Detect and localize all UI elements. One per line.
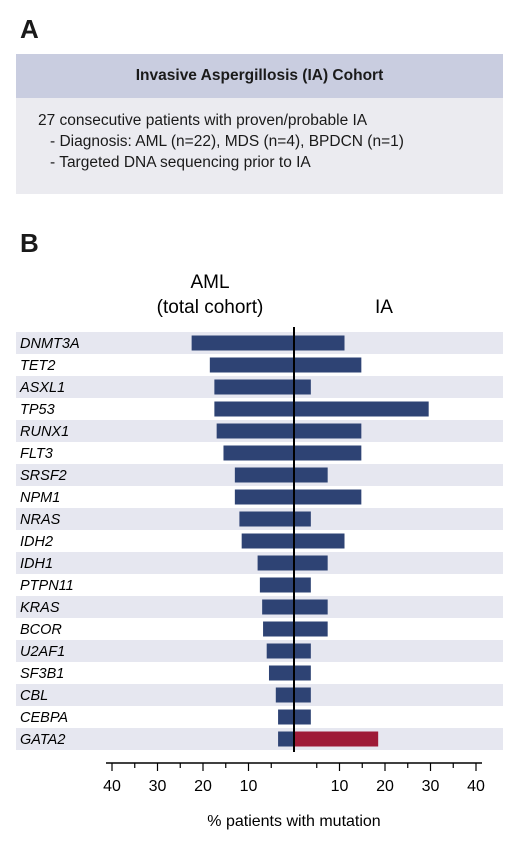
gene-label: TP53 bbox=[20, 402, 55, 418]
bar-ia-cebpa bbox=[294, 709, 311, 725]
bar-ia-bcor bbox=[294, 621, 328, 637]
row-stripe bbox=[16, 596, 503, 618]
right-group-label-ia: IA bbox=[375, 297, 393, 318]
bar-ia-sf3b1 bbox=[294, 665, 311, 681]
bar-ia-tet2 bbox=[294, 357, 362, 373]
bar-ia-runx1 bbox=[294, 423, 362, 439]
gene-label: TET2 bbox=[20, 358, 55, 374]
gene-label: NPM1 bbox=[20, 490, 60, 506]
x-tick-label: 20 bbox=[376, 778, 394, 795]
gene-label: KRAS bbox=[20, 600, 60, 616]
cohort-patient-count: 27 consecutive patients with proven/prob… bbox=[38, 112, 368, 129]
panel-b-letter: B bbox=[20, 228, 39, 258]
cohort-diagnosis: - Diagnosis: AML (n=22), MDS (n=4), BPDC… bbox=[50, 133, 404, 150]
bar-aml-srsf2 bbox=[234, 467, 294, 483]
bar-ia-ptpn11 bbox=[294, 577, 311, 593]
gene-label: RUNX1 bbox=[20, 424, 69, 440]
panel-a-letter: A bbox=[20, 14, 39, 44]
bar-ia-dnmt3a bbox=[294, 335, 345, 351]
gene-label: GATA2 bbox=[20, 732, 65, 748]
gene-label: IDH1 bbox=[20, 556, 53, 572]
bar-ia-u2af1 bbox=[294, 643, 311, 659]
bar-aml-idh1 bbox=[257, 555, 294, 571]
bar-ia-asxl1 bbox=[294, 379, 311, 395]
bar-aml-bcor bbox=[263, 621, 294, 637]
gene-label: U2AF1 bbox=[20, 644, 65, 660]
cohort-title: Invasive Aspergillosis (IA) Cohort bbox=[16, 54, 503, 98]
gene-label: SRSF2 bbox=[20, 468, 67, 484]
bar-aml-dnmt3a bbox=[191, 335, 294, 351]
left-group-label-cohort: (total cohort) bbox=[157, 297, 264, 318]
left-group-label-aml: AML bbox=[190, 272, 229, 293]
row-stripe bbox=[16, 640, 503, 662]
gene-label: NRAS bbox=[20, 512, 61, 528]
x-tick-label: 10 bbox=[240, 778, 258, 795]
bar-aml-npm1 bbox=[234, 489, 294, 505]
bar-ia-flt3 bbox=[294, 445, 362, 461]
gene-label: CBL bbox=[20, 688, 48, 704]
bar-aml-ptpn11 bbox=[259, 577, 294, 593]
bar-ia-nras bbox=[294, 511, 311, 527]
bar-aml-tet2 bbox=[209, 357, 294, 373]
row-stripe bbox=[16, 684, 503, 706]
x-tick-label: 40 bbox=[467, 778, 485, 795]
cohort-summary-box: Invasive Aspergillosis (IA) Cohort 27 co… bbox=[16, 54, 503, 194]
bar-aml-tp53 bbox=[214, 401, 294, 417]
bar-ia-kras bbox=[294, 599, 328, 615]
bar-aml-nras bbox=[239, 511, 294, 527]
bar-ia-gata2 bbox=[294, 731, 379, 747]
gene-label: ASXL1 bbox=[19, 380, 65, 396]
gene-label: BCOR bbox=[20, 622, 62, 638]
x-tick-label: 30 bbox=[149, 778, 167, 795]
bar-ia-idh2 bbox=[294, 533, 345, 549]
x-tick-label: 10 bbox=[331, 778, 349, 795]
x-axis-label: % patients with mutation bbox=[207, 813, 380, 830]
bar-ia-srsf2 bbox=[294, 467, 328, 483]
bar-aml-cbl bbox=[275, 687, 294, 703]
bar-ia-idh1 bbox=[294, 555, 328, 571]
bar-ia-cbl bbox=[294, 687, 311, 703]
gene-label: IDH2 bbox=[20, 534, 53, 550]
gene-label: PTPN11 bbox=[20, 578, 74, 594]
bar-aml-gata2 bbox=[278, 731, 294, 747]
bar-aml-flt3 bbox=[223, 445, 294, 461]
row-stripe bbox=[16, 728, 503, 750]
bar-aml-cebpa bbox=[278, 709, 294, 725]
gene-label: DNMT3A bbox=[20, 336, 80, 352]
cohort-description: 27 consecutive patients with proven/prob… bbox=[16, 98, 503, 173]
bar-ia-tp53 bbox=[294, 401, 429, 417]
x-tick-label: 30 bbox=[422, 778, 440, 795]
gene-label: FLT3 bbox=[20, 446, 53, 462]
bar-aml-asxl1 bbox=[214, 379, 294, 395]
cohort-sequencing: - Targeted DNA sequencing prior to IA bbox=[50, 154, 311, 171]
bar-aml-kras bbox=[262, 599, 294, 615]
x-tick-label: 40 bbox=[103, 778, 121, 795]
bar-aml-u2af1 bbox=[266, 643, 294, 659]
gene-label: SF3B1 bbox=[20, 666, 64, 682]
bar-ia-npm1 bbox=[294, 489, 362, 505]
gene-label: CEBPA bbox=[20, 710, 68, 726]
bar-aml-idh2 bbox=[241, 533, 294, 549]
x-tick-label: 20 bbox=[194, 778, 212, 795]
bar-aml-runx1 bbox=[216, 423, 294, 439]
bar-aml-sf3b1 bbox=[268, 665, 294, 681]
